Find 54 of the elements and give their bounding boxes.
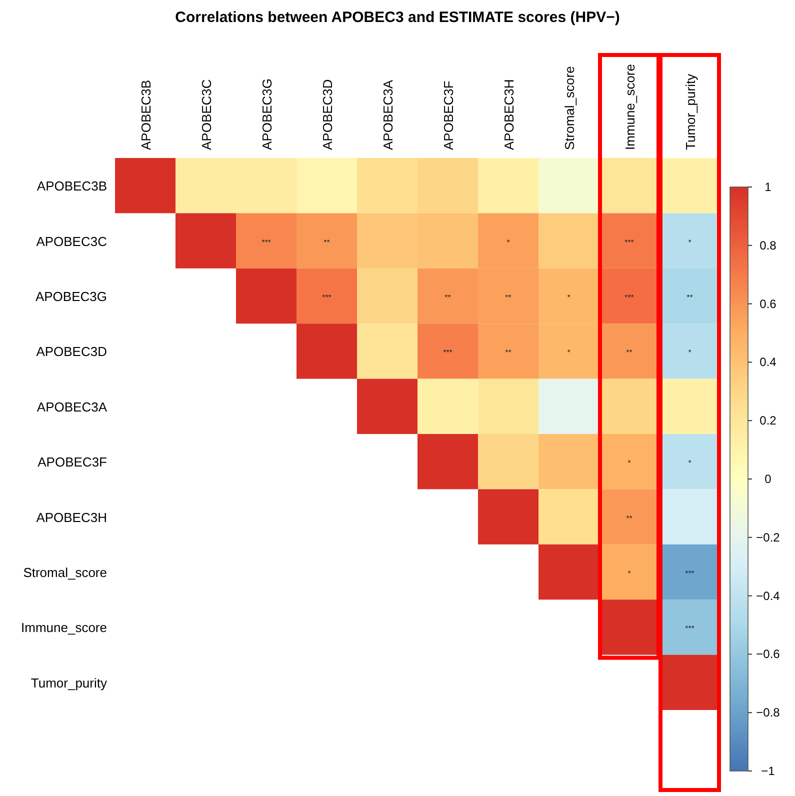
color-bar-label: 0.4 bbox=[760, 355, 777, 370]
y-tick-label: Stromal_score bbox=[23, 565, 107, 580]
color-bar-label: 0.2 bbox=[760, 414, 777, 428]
y-tick-label: Tumor_purity bbox=[30, 675, 108, 690]
y-tick-label: APOBEC3A bbox=[36, 399, 108, 414]
color-bar-label: −0.2 bbox=[756, 530, 780, 544]
x-tick-label: Immune_score bbox=[622, 64, 638, 150]
y-tick-label: APOBEC3G bbox=[35, 289, 107, 304]
color-bar-label: −0.6 bbox=[756, 647, 780, 662]
y-tick-label: Immune_score bbox=[21, 620, 107, 636]
x-tick-label: APOBEC3D bbox=[320, 79, 335, 150]
data-label: *** bbox=[685, 624, 694, 634]
data-label: *** bbox=[624, 293, 634, 302]
data-label: *** bbox=[685, 569, 694, 578]
y-tick-label: APOBEC3D bbox=[36, 344, 107, 360]
color-bar-label: 1 bbox=[764, 180, 772, 194]
color-bar-label: −0.4 bbox=[756, 588, 780, 603]
y-tick-label: APOBEC3H bbox=[36, 510, 107, 525]
data-label: * bbox=[567, 348, 570, 358]
data-label: * bbox=[567, 293, 570, 302]
color-bar-label: 0.8 bbox=[760, 238, 777, 252]
color-bar-label: −1 bbox=[761, 764, 776, 778]
data-label: * bbox=[688, 458, 692, 468]
x-tick-label: APOBEC3A bbox=[380, 80, 396, 150]
x-tick-label: APOBEC3B bbox=[138, 80, 154, 150]
data-label: ** bbox=[626, 514, 632, 523]
data-label: ** bbox=[505, 293, 512, 302]
data-label: * bbox=[506, 238, 510, 247]
data-label: * bbox=[688, 238, 692, 247]
y-tick-label: APOBEC3F bbox=[38, 454, 108, 470]
data-label: *** bbox=[624, 238, 634, 247]
data-label: *** bbox=[322, 293, 332, 302]
chart-title: Correlations between APOBEC3 and ESTIMATE scores (HPV−) bbox=[175, 9, 620, 26]
y-tick-label: APOBEC3B bbox=[36, 178, 107, 194]
y-tick-label: APOBEC3C bbox=[36, 234, 107, 249]
color-bar-label: 0.6 bbox=[760, 296, 777, 311]
data-label: ** bbox=[324, 238, 330, 247]
x-tick-label: APOBEC3C bbox=[198, 79, 214, 150]
data-label: * bbox=[688, 348, 692, 358]
color-bar-label: 0 bbox=[764, 472, 772, 486]
x-tick-label: Tumor_purity bbox=[682, 73, 698, 150]
data-label: * bbox=[628, 458, 631, 468]
x-tick-label: Stromal_score bbox=[562, 66, 577, 150]
color-bar-label: −0.8 bbox=[756, 706, 780, 720]
data-label: *** bbox=[262, 238, 271, 247]
data-label: * bbox=[628, 569, 631, 578]
x-tick-label: APOBEC3G bbox=[259, 78, 274, 150]
data-label: ** bbox=[505, 348, 512, 358]
data-label: ** bbox=[626, 348, 632, 358]
x-tick-label: APOBEC3H bbox=[501, 79, 516, 150]
x-tick-label: APOBEC3F bbox=[440, 80, 456, 150]
data-label: *** bbox=[443, 348, 452, 358]
data-label: ** bbox=[686, 293, 693, 302]
data-label: ** bbox=[444, 293, 451, 302]
